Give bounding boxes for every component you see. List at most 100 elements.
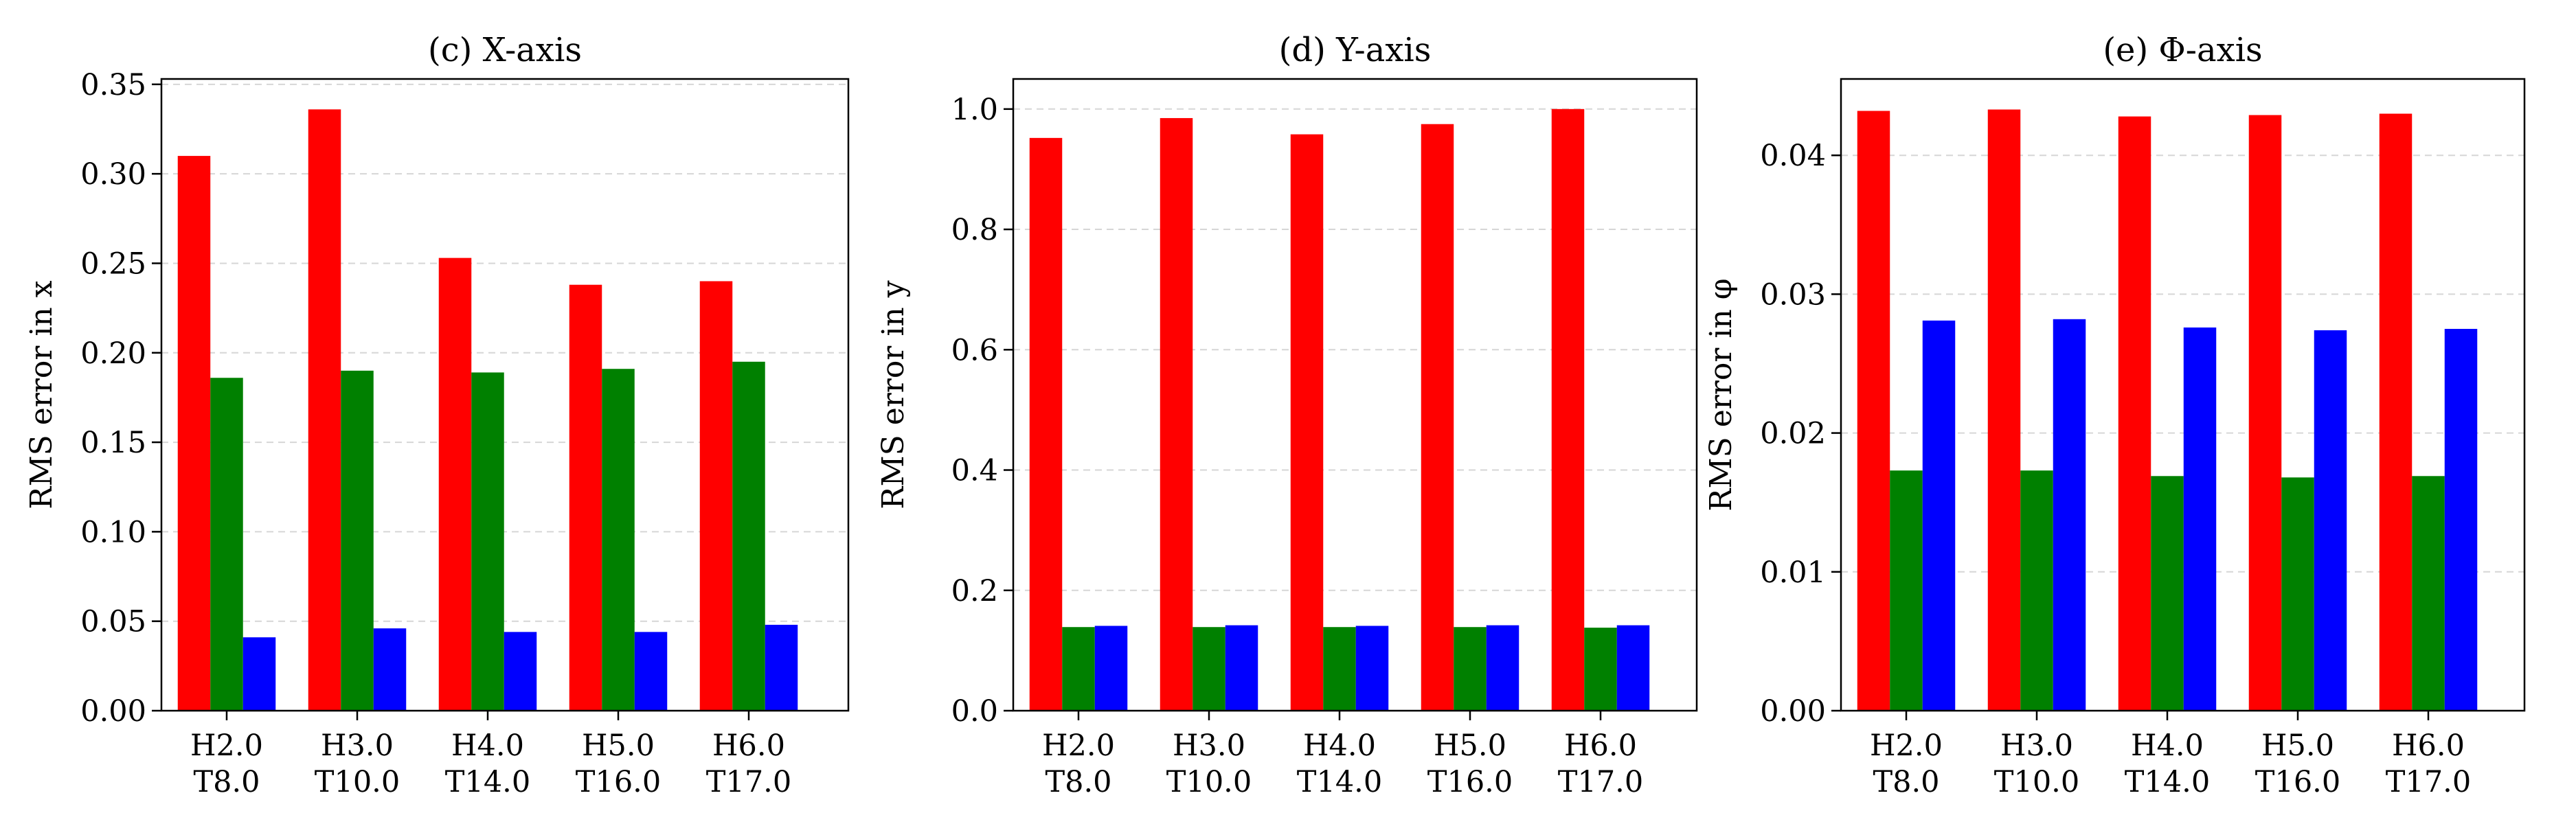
chart-panel-0: 0.00 0.05 0.10 0.15 0.20 0.25 0.30 0.35 H2.0T8.0… [24, 31, 850, 799]
bar-series-0-cat-1 [1160, 117, 1193, 711]
y-tick-label: 0.30 [80, 157, 146, 192]
y-tick-label: 0.2 [951, 574, 998, 608]
y-tick-label: 0.6 [951, 333, 998, 367]
bar-series-2-cat-2 [1355, 626, 1389, 711]
y-tick-label: 0.25 [80, 247, 146, 281]
bar-series-2-cat-3 [634, 632, 668, 711]
chart-title: (e) Φ-axis [2103, 31, 2262, 69]
bar-series-0-cat-2 [1290, 134, 1324, 711]
bar-series-2-cat-0 [242, 637, 276, 711]
bar-series-2-cat-4 [1616, 625, 1650, 711]
bar-series-0-cat-1 [1987, 109, 2021, 711]
bar-series-1-cat-1 [341, 370, 374, 711]
x-tick-label: H3.0 [1173, 729, 1245, 763]
x-tick-label: H2.0 [190, 729, 263, 763]
x-tick-label: H4.0 [451, 729, 524, 763]
chart-title: (c) X-axis [428, 31, 582, 69]
bar-series-0-cat-0 [1857, 111, 1890, 711]
x-tick-label: H6.0 [2392, 729, 2465, 763]
x-tick-label: H2.0 [1870, 729, 1943, 763]
bar-series-1-cat-3 [602, 369, 635, 711]
y-tick-label: 1.0 [951, 93, 998, 127]
y-tick-label: 0.15 [80, 426, 146, 460]
x-tick-label: H5.0 [2261, 729, 2334, 763]
x-tick-label: H6.0 [1564, 729, 1637, 763]
bar-series-2-cat-1 [1225, 625, 1258, 711]
bar-series-1-cat-3 [1454, 627, 1487, 711]
y-tick-label: 0.20 [80, 336, 146, 371]
bar-series-2-cat-2 [2183, 327, 2217, 711]
bar-series-0-cat-0 [1029, 137, 1063, 711]
x-tick-label: T17.0 [706, 765, 791, 799]
y-tick-label: 0.01 [1760, 556, 1826, 590]
y-tick-label: 0.35 [80, 68, 146, 102]
x-tick-label: H3.0 [2000, 729, 2073, 763]
bar-series-1-cat-0 [1890, 470, 1923, 711]
chart-panel-1: 0.00.20.40.60.81.0H2.0T8.0H3.0T10.0H4.0T… [876, 31, 1698, 799]
bar-series-1-cat-4 [1584, 628, 1617, 711]
x-tick-label: T10.0 [315, 765, 400, 799]
y-tick-label: 0.00 [1760, 694, 1826, 729]
bar-series-0-cat-4 [699, 281, 733, 711]
bar-series-0-cat-3 [1421, 124, 1454, 711]
bar-series-2-cat-4 [765, 624, 798, 711]
bar-series-0-cat-0 [177, 156, 211, 711]
bar-series-0-cat-2 [438, 258, 472, 711]
x-tick-label: T10.0 [1994, 765, 2079, 799]
bar-series-1-cat-0 [210, 378, 243, 711]
bar-series-0-cat-3 [569, 284, 602, 711]
bar-series-2-cat-1 [373, 628, 407, 711]
y-tick-label: 0.10 [80, 515, 146, 549]
bar-series-0-cat-3 [2248, 115, 2282, 711]
x-tick-label: T10.0 [1166, 765, 1252, 799]
bar-series-2-cat-4 [2444, 328, 2478, 711]
x-tick-label: T17.0 [2386, 765, 2471, 799]
bar-series-2-cat-2 [504, 632, 537, 711]
bar-series-2-cat-3 [2314, 330, 2347, 711]
x-tick-label: T8.0 [1045, 765, 1111, 799]
chart-title: (d) Y-axis [1279, 31, 1432, 69]
x-tick-label: H5.0 [582, 729, 655, 763]
bar-series-0-cat-4 [2379, 113, 2413, 711]
y-axis-label: RMS error in φ [1704, 278, 1739, 511]
bar-series-0-cat-1 [308, 109, 341, 711]
x-tick-label: H6.0 [712, 729, 785, 763]
bar-series-1-cat-4 [2412, 476, 2445, 711]
x-tick-label: T14.0 [2125, 765, 2210, 799]
bar-series-0-cat-2 [2118, 116, 2151, 711]
x-tick-label: T14.0 [1297, 765, 1382, 799]
y-tick-label: 0.4 [951, 454, 998, 488]
y-tick-label: 0.03 [1760, 277, 1826, 312]
bar-series-1-cat-1 [1193, 627, 1225, 711]
plot-frame [1012, 78, 1698, 712]
y-tick-label: 0.04 [1760, 139, 1826, 173]
x-tick-label: H5.0 [1434, 729, 1506, 763]
bar-series-1-cat-3 [2281, 477, 2314, 711]
plot-frame [1840, 78, 2526, 712]
bar-series-2-cat-3 [1486, 625, 1519, 711]
bar-series-1-cat-2 [1323, 627, 1356, 711]
y-axis-label: RMS error in x [24, 280, 59, 509]
x-tick-label: H3.0 [321, 729, 394, 763]
x-tick-label: T16.0 [1427, 765, 1513, 799]
x-tick-label: T8.0 [1873, 765, 1939, 799]
bar-series-1-cat-2 [2151, 476, 2184, 711]
bar-series-2-cat-0 [1922, 320, 1956, 711]
bar-series-1-cat-2 [471, 372, 504, 711]
bar-series-2-cat-1 [2053, 319, 2086, 711]
x-tick-label: T14.0 [445, 765, 530, 799]
x-tick-label: H4.0 [2131, 729, 2204, 763]
bar-series-1-cat-0 [1062, 627, 1095, 711]
bar-series-1-cat-4 [732, 361, 765, 711]
x-tick-label: H2.0 [1042, 729, 1115, 763]
bar-series-1-cat-1 [2020, 470, 2053, 711]
y-tick-label: 0.8 [951, 213, 998, 247]
y-tick-label: 0.00 [80, 694, 146, 729]
y-tick-label: 0.05 [80, 605, 146, 639]
x-tick-label: T17.0 [1558, 765, 1643, 799]
bar-series-2-cat-0 [1094, 626, 1128, 711]
x-tick-label: T16.0 [576, 765, 661, 799]
bar-series-0-cat-4 [1551, 108, 1585, 711]
